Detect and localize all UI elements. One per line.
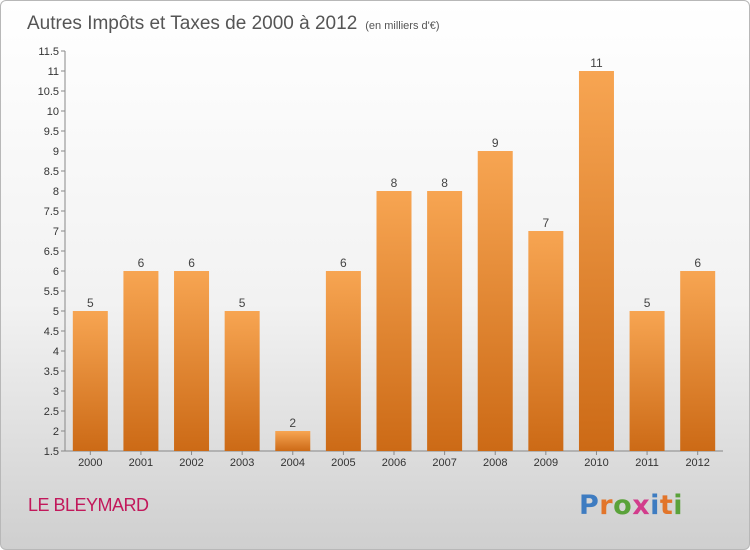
x-tick-label: 2010 <box>584 457 608 469</box>
y-tick-label: 2.5 <box>44 406 59 418</box>
bar-value-label: 9 <box>492 136 499 150</box>
chart-title: Autres Impôts et Taxes de 2000 à 2012 (en… <box>27 13 440 34</box>
y-tick-label: 5 <box>53 306 59 318</box>
x-tick-label: 2004 <box>281 457 305 469</box>
x-tick-label: 2006 <box>382 457 406 469</box>
bar-value-label: 5 <box>87 296 94 310</box>
y-tick-label: 11 <box>48 66 59 78</box>
bar-2009 <box>528 231 564 451</box>
x-axis: 2000 2001 2002 2003 2004 2005 2006 2007 2008 2009… <box>65 450 723 469</box>
bar-value-label: 6 <box>138 256 145 270</box>
bar-value-label: 6 <box>188 256 195 270</box>
x-tick-label: 2003 <box>230 457 254 469</box>
bar-2005 <box>325 271 361 451</box>
y-tick-label: 3 <box>53 386 59 398</box>
y-tick-label: 9 <box>53 146 59 158</box>
y-tick-label: 8 <box>53 186 59 198</box>
logo-letter: i <box>650 490 660 521</box>
y-tick-label: 11.5 <box>38 46 59 58</box>
x-tick-label: 2001 <box>129 457 153 469</box>
bar-value-label: 11 <box>590 56 603 70</box>
y-tick-label: 10 <box>47 106 59 118</box>
bar-2003 <box>224 311 260 451</box>
y-tick-label: 4 <box>53 346 59 358</box>
x-tick-label: 2002 <box>179 457 203 469</box>
x-tick-label: 2007 <box>432 457 456 469</box>
logo-letter: r <box>599 490 614 521</box>
bars: 5 6 6 5 2 6 8 8 9 7 11 5 6 <box>72 56 716 451</box>
logo-letter: P <box>579 490 600 521</box>
y-tick-label: 7 <box>53 226 59 238</box>
y-tick-label: 3.5 <box>44 366 59 378</box>
bar-2006 <box>376 191 412 451</box>
logo-letter: o <box>613 490 633 521</box>
y-tick-label: 1.5 <box>44 446 59 458</box>
bar-value-label: 7 <box>543 216 550 230</box>
y-tick-label: 5.5 <box>44 286 59 298</box>
bar-2000 <box>72 311 108 451</box>
bar-value-label: 2 <box>289 416 296 430</box>
bar-value-label: 6 <box>340 256 347 270</box>
bar-value-label: 8 <box>441 176 448 190</box>
logo-letter: t <box>659 490 674 521</box>
x-tick-label: 2012 <box>685 457 709 469</box>
y-tick-label: 9.5 <box>44 126 59 138</box>
y-tick-label: 6 <box>53 266 59 278</box>
proxiti-logo: Proxiti <box>579 490 683 521</box>
bar-value-label: 8 <box>391 176 398 190</box>
bar-2004 <box>275 431 311 451</box>
bar-2012 <box>680 271 716 451</box>
y-tick-label: 10.5 <box>38 86 59 98</box>
logo-letter: x <box>632 490 651 521</box>
bar-2011 <box>629 311 665 451</box>
x-tick-label: 2009 <box>534 457 558 469</box>
bar-2010 <box>578 71 614 451</box>
chart-title-main: Autres Impôts et Taxes de 2000 à 2012 <box>27 13 357 34</box>
y-tick-label: 2 <box>53 426 59 438</box>
x-tick-label: 2005 <box>331 457 355 469</box>
bar-2002 <box>174 271 210 451</box>
y-tick-label: 7.5 <box>44 206 59 218</box>
location-label: LE BLEYMARD <box>28 495 149 515</box>
y-tick-label: 6.5 <box>44 246 59 258</box>
logo-letter: i <box>673 490 684 521</box>
x-tick-label: 2011 <box>635 457 659 469</box>
bar-2008 <box>477 151 513 451</box>
bar-value-label: 6 <box>694 256 701 270</box>
y-tick-label: 4.5 <box>44 326 59 338</box>
y-tick-label: 8.5 <box>44 166 59 178</box>
x-tick-label: 2000 <box>78 457 102 469</box>
x-tick-label: 2008 <box>483 457 507 469</box>
y-axis: 1.5 2 2.5 3 3.5 4 4.5 5 5.5 6 6.5 7 7.5 8 8.5 9 9.5 10 10.… <box>38 46 66 458</box>
chart-subtitle: (en milliers d'€) <box>365 20 439 32</box>
bar-value-label: 5 <box>644 296 651 310</box>
bar-2007 <box>427 191 463 451</box>
bar-2001 <box>123 271 159 451</box>
bar-value-label: 5 <box>239 296 246 310</box>
